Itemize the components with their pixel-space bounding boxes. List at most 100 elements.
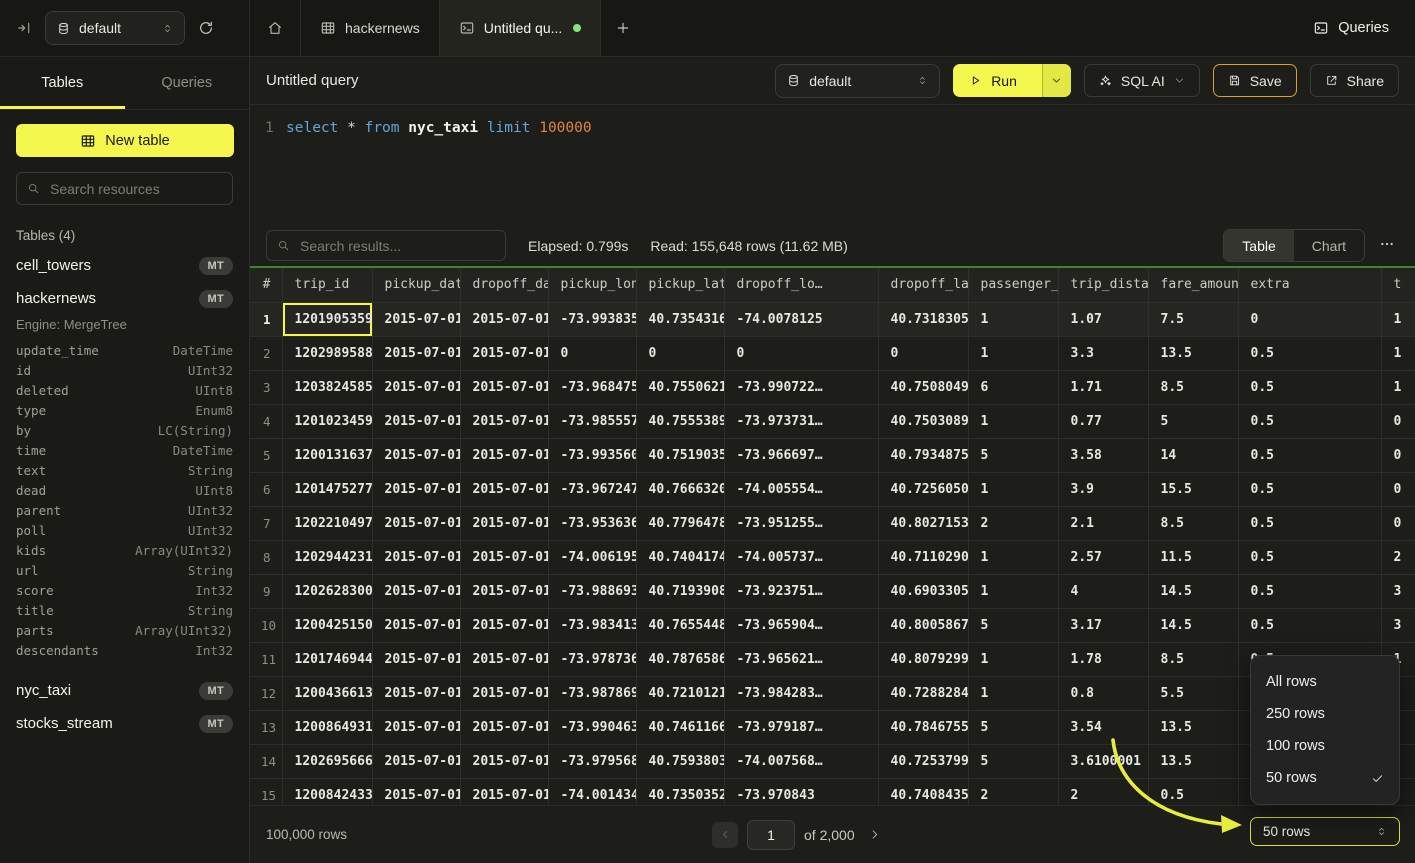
new-table-button[interactable]: New table (16, 124, 234, 157)
save-button[interactable]: Save (1213, 64, 1297, 97)
table-cell[interactable]: 0.5 (1238, 438, 1381, 472)
table-cell[interactable]: 2015-07-01… (460, 710, 548, 744)
table-cell[interactable]: 2015-07-01… (460, 438, 548, 472)
table-cell[interactable]: 3.58 (1058, 438, 1148, 472)
query-database-selector[interactable]: default (775, 64, 940, 98)
table-cell[interactable]: 6 (968, 370, 1058, 404)
column-header[interactable]: dropoff_da… (460, 268, 548, 302)
table-cell[interactable]: 1202210497 (282, 506, 372, 540)
table-cell[interactable]: 2015-07-01… (372, 370, 460, 404)
table-cell[interactable]: 40.7193908… (636, 574, 724, 608)
page-number-input[interactable] (747, 820, 795, 850)
table-cell[interactable]: -74.005554… (724, 472, 878, 506)
table-cell[interactable]: 1202628300 (282, 574, 372, 608)
table-cell[interactable]: 1200842433 (282, 778, 372, 805)
table-cell[interactable]: -74.006195… (548, 540, 636, 574)
schema-column-row[interactable]: parentUInt32 (0, 500, 249, 520)
table-cell[interactable]: 2.57 (1058, 540, 1148, 574)
table-cell[interactable]: -73.970843 (724, 778, 878, 805)
table-cell[interactable]: 2.1 (1058, 506, 1148, 540)
column-header[interactable]: t (1381, 268, 1415, 302)
table-cell[interactable]: -73.965904… (724, 608, 878, 642)
table-cell[interactable]: 40.7503089… (878, 404, 968, 438)
table-cell[interactable]: 13.5 (1148, 710, 1238, 744)
table-cell[interactable]: 40.7519035… (636, 438, 724, 472)
table-cell[interactable]: 40.7655448… (636, 608, 724, 642)
table-cell[interactable]: 2015-07-01… (372, 438, 460, 472)
table-cell[interactable]: 2015-07-01… (460, 540, 548, 574)
row-number-cell[interactable]: 10 (250, 608, 282, 642)
table-cell[interactable]: 40.7593803… (636, 744, 724, 778)
table-cell[interactable]: 0 (1381, 438, 1415, 472)
table-cell[interactable]: -74.0078125 (724, 302, 878, 336)
sidebar-item-cell-towers[interactable]: cell_towers MT (0, 249, 249, 282)
column-header[interactable]: pickup_dat… (372, 268, 460, 302)
table-cell[interactable]: 5 (968, 438, 1058, 472)
table-cell[interactable]: 1203824585 (282, 370, 372, 404)
table-cell[interactable]: 2015-07-01… (460, 302, 548, 336)
table-cell[interactable]: 0.5 (1238, 370, 1381, 404)
table-cell[interactable]: -73.968475… (548, 370, 636, 404)
column-header[interactable]: dropoff_la… (878, 268, 968, 302)
schema-column-row[interactable]: deadUInt8 (0, 480, 249, 500)
table-cell[interactable]: 2015-07-01… (372, 676, 460, 710)
new-tab-button[interactable] (601, 0, 645, 56)
schema-column-row[interactable]: pollUInt32 (0, 520, 249, 540)
table-cell[interactable]: 3 (1381, 608, 1415, 642)
table-cell[interactable]: 0 (1238, 302, 1381, 336)
view-tab-chart[interactable]: Chart (1294, 230, 1364, 261)
sidebar-item-hackernews[interactable]: hackernews MT (0, 282, 249, 315)
table-cell[interactable]: 1 (1381, 370, 1415, 404)
table-cell[interactable]: -73.953636… (548, 506, 636, 540)
table-cell[interactable]: 3 (1381, 574, 1415, 608)
table-cell[interactable]: 40.7666320… (636, 472, 724, 506)
table-cell[interactable]: 40.8027153… (878, 506, 968, 540)
table-cell[interactable]: -73.979568… (548, 744, 636, 778)
row-number-cell[interactable]: 12 (250, 676, 282, 710)
table-cell[interactable]: 1 (968, 540, 1058, 574)
schema-column-row[interactable]: byLC(String) (0, 420, 249, 440)
table-cell[interactable]: 1 (968, 642, 1058, 676)
sidebar-tab-queries[interactable]: Queries (125, 57, 250, 109)
menu-item-all-rows[interactable]: All rows (1251, 666, 1399, 698)
column-header[interactable]: dropoff_lo… (724, 268, 878, 302)
table-cell[interactable]: 0.5 (1148, 778, 1238, 805)
table-cell[interactable]: 8.5 (1148, 506, 1238, 540)
table-cell[interactable]: -73.988693… (548, 574, 636, 608)
page-size-select[interactable]: 50 rows (1250, 817, 1400, 846)
table-cell[interactable]: 1 (968, 302, 1058, 336)
schema-column-row[interactable]: partsArray(UInt32) (0, 620, 249, 640)
table-cell[interactable]: 1201475277 (282, 472, 372, 506)
table-cell[interactable]: 2015-07-01… (372, 540, 460, 574)
table-cell[interactable]: 1 (968, 404, 1058, 438)
table-cell[interactable]: 40.7461166… (636, 710, 724, 744)
table-cell[interactable]: 40.7555389… (636, 404, 724, 438)
table-cell[interactable]: -73.993560… (548, 438, 636, 472)
table-cell[interactable]: 2 (968, 506, 1058, 540)
search-results-input[interactable] (298, 237, 495, 255)
table-cell[interactable]: 1 (968, 472, 1058, 506)
schema-column-row[interactable]: urlString (0, 560, 249, 580)
column-header[interactable]: trip_id (282, 268, 372, 302)
table-cell[interactable]: 0.5 (1238, 404, 1381, 438)
schema-column-row[interactable]: deletedUInt8 (0, 380, 249, 400)
table-cell[interactable]: 40.7846755… (878, 710, 968, 744)
table-cell[interactable]: 1200864931 (282, 710, 372, 744)
table-cell[interactable]: 1 (968, 574, 1058, 608)
row-number-cell[interactable]: 4 (250, 404, 282, 438)
table-cell[interactable]: 2015-07-01… (372, 472, 460, 506)
table-cell[interactable]: 11.5 (1148, 540, 1238, 574)
row-number-cell[interactable]: 6 (250, 472, 282, 506)
table-cell[interactable]: 2015-07-01… (372, 710, 460, 744)
table-cell[interactable]: -73.993835… (548, 302, 636, 336)
table-cell[interactable]: -73.979187… (724, 710, 878, 744)
row-number-cell[interactable]: 7 (250, 506, 282, 540)
row-number-cell[interactable]: 2 (250, 336, 282, 370)
table-cell[interactable]: 15.5 (1148, 472, 1238, 506)
table-cell[interactable]: 5 (1148, 404, 1238, 438)
row-number-cell[interactable]: 15 (250, 778, 282, 805)
table-cell[interactable]: 14.5 (1148, 608, 1238, 642)
table-cell[interactable]: 0 (636, 336, 724, 370)
table-cell[interactable]: 5.5 (1148, 676, 1238, 710)
table-cell[interactable]: 1200131637 (282, 438, 372, 472)
